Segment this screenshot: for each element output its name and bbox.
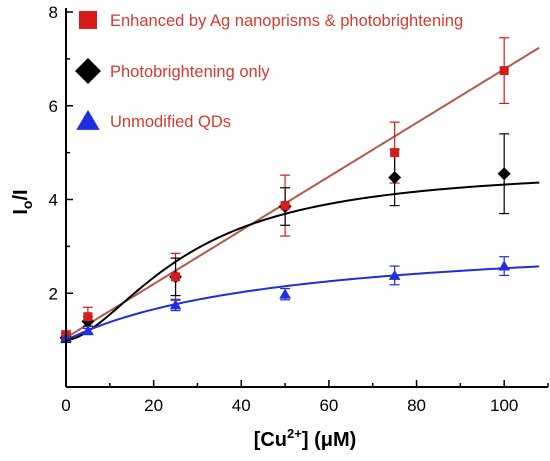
y-axis-title-main: I (10, 209, 32, 215)
x-tick-label: 60 (319, 396, 338, 415)
legend-label: Photobrightening only (110, 63, 270, 81)
legend-marker-diamond (75, 58, 101, 84)
data-point-triangle (498, 260, 511, 271)
y-tick-label: 8 (49, 3, 58, 22)
x-axis-title-pre: [Cu (254, 429, 287, 451)
data-point-diamond (497, 167, 511, 181)
x-tick-label: 80 (407, 396, 426, 415)
y-axis-title-sub: o (19, 201, 35, 210)
data-point-triangle (388, 269, 401, 280)
legend-label: Enhanced by Ag nanoprisms & photobrighte… (110, 12, 463, 30)
fit-curve (65, 46, 540, 339)
legend-label: Unmodified QDs (110, 113, 231, 131)
x-axis-title-post: ] (μM) (302, 429, 356, 451)
x-tick-label: 0 (61, 396, 70, 415)
legend-marker-triangle (76, 109, 100, 130)
x-axis-title: [Cu2+] (μM) (254, 426, 357, 451)
y-tick-label: 2 (49, 284, 58, 303)
y-tick-label: 6 (49, 97, 58, 116)
data-point-square (499, 66, 509, 76)
y-axis-title: Io/I (10, 189, 35, 214)
data-point-diamond (388, 170, 402, 184)
x-tick-label: 20 (144, 396, 163, 415)
axes (65, 8, 549, 388)
tick-labels: 0 20 40 60 80 100 2 4 6 8 (49, 3, 519, 415)
y-axis-title-rest: /I (10, 189, 32, 200)
fit-curve (65, 265, 540, 342)
data-point-triangle (169, 299, 182, 310)
data-point-triangle (279, 288, 291, 299)
legend-marker-square (79, 11, 97, 29)
x-tick-label: 100 (490, 396, 518, 415)
data-point-square (171, 272, 181, 282)
fit-curve (65, 181, 540, 342)
legend: Enhanced by Ag nanoprisms & photobrighte… (75, 11, 463, 131)
data-point-square (280, 201, 290, 211)
data-point-square (83, 312, 93, 322)
x-axis-title-sup: 2+ (287, 426, 302, 441)
x-tick-label: 40 (232, 396, 251, 415)
data-point-triangle (82, 325, 94, 336)
y-tick-label: 4 (49, 191, 58, 210)
data-point-square (390, 148, 400, 158)
fit-curves (65, 46, 540, 342)
